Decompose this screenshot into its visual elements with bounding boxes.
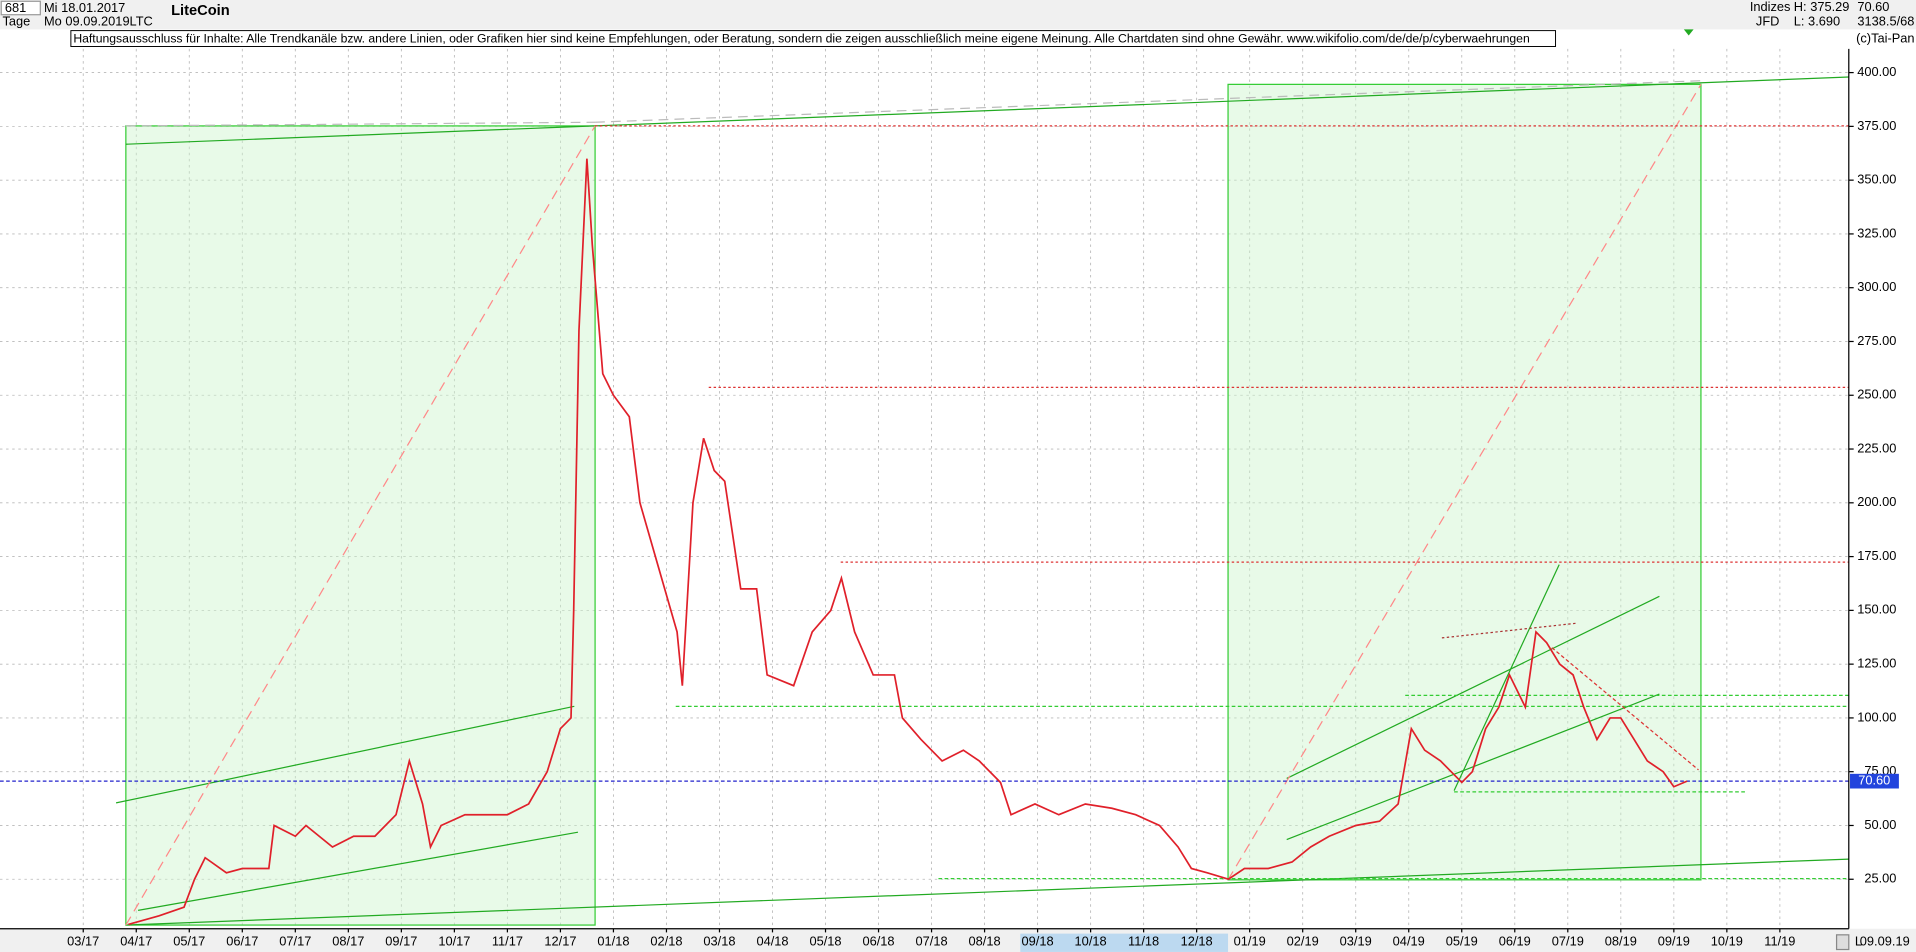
last-price-tag: [1850, 773, 1899, 789]
plot: [0, 158, 1849, 926]
x-tick-label: 12/17: [544, 934, 576, 949]
broker: JFD: [1756, 13, 1780, 28]
x-tick-label: 08/19: [1605, 934, 1637, 949]
group: Indizes: [1750, 0, 1791, 14]
x-tick-label: 10/17: [438, 934, 470, 949]
bars-count: 681: [5, 0, 26, 15]
marker: [1683, 29, 1694, 36]
x-tick-label: 07/18: [915, 934, 947, 949]
x-tick-label: 06/19: [1499, 934, 1531, 949]
x-tick-label: 09/17: [385, 934, 417, 949]
x-tick-label: 11/19: [1764, 934, 1795, 949]
period[interactable]: Tage: [2, 13, 30, 28]
x-tick-label: 05/19: [1446, 934, 1478, 949]
y-tick-label: 250.00: [1857, 387, 1896, 402]
x-tick-label: 02/18: [650, 934, 682, 949]
y-tick-label: 350.00: [1857, 172, 1896, 187]
y-tick-label: 175.00: [1857, 548, 1896, 563]
x-tick-label: 10/19: [1711, 934, 1743, 949]
low: L: 3.690: [1794, 13, 1840, 28]
x-tick-label: 03/17: [67, 934, 99, 949]
trend-line: [125, 858, 1849, 926]
y-tick-label: 325.00: [1857, 225, 1896, 240]
y-tick-label: 100.00: [1857, 709, 1896, 724]
x-tick-label: 12/18: [1181, 934, 1213, 949]
fan-line: [125, 125, 596, 926]
fan-line: [1227, 84, 1702, 881]
trend-line: [137, 831, 579, 912]
x-tick-label: 03/19: [1340, 934, 1372, 949]
chart-title: LiteCoin: [171, 3, 230, 19]
y-tick-label: 225.00: [1857, 440, 1896, 455]
trend-line: [1551, 647, 1699, 771]
trend-line: [1286, 595, 1660, 779]
x-tick-label: 02/19: [1287, 934, 1319, 949]
axis-labels: 25.0050.0075.00100.00125.00150.00175.002…: [67, 64, 1899, 949]
x-tick-label: 01/19: [1234, 934, 1266, 949]
x-tick-label: 06/17: [226, 934, 258, 949]
date-from: Mi 18.01.2017: [44, 0, 125, 15]
trend-line: [1441, 622, 1577, 639]
x-tick-label: 10/18: [1075, 934, 1107, 949]
y-tick-label: 400.00: [1857, 64, 1896, 79]
x-tick-label: 04/19: [1393, 934, 1425, 949]
end-date: 09.09.19: [1860, 934, 1910, 949]
disclaimer: Haftungsausschluss für Inhalte: Alle Tre…: [73, 31, 1529, 45]
y-tick-label: 150.00: [1857, 602, 1896, 617]
x-tick-label: 07/19: [1552, 934, 1584, 949]
x-tick-label: 03/18: [703, 934, 735, 949]
x-tick-label: 09/18: [1022, 934, 1054, 949]
y-tick-label: 125.00: [1857, 656, 1896, 671]
y-tick-label: 300.00: [1857, 279, 1896, 294]
x-tick-label: 04/17: [120, 934, 152, 949]
high: H: 375.29: [1794, 0, 1850, 14]
y-tick-label: 200.00: [1857, 494, 1896, 509]
x-tick-label: 05/17: [173, 934, 205, 949]
x-tick-label: 07/17: [279, 934, 311, 949]
y-tick-label: 50.00: [1864, 817, 1896, 832]
header-bar: [0, 0, 1916, 30]
copyright: (c)Tai-Pan: [1856, 31, 1914, 46]
x-axis-bar: [0, 928, 1916, 952]
y-tick-label: 375.00: [1857, 118, 1896, 133]
x-tick-label: 08/17: [332, 934, 364, 949]
fan-line: [595, 80, 1701, 123]
scroll[interactable]: [1835, 934, 1850, 951]
last: 70.60: [1857, 0, 1889, 14]
disclaimer-box: [70, 30, 1557, 47]
price-line: [128, 158, 1688, 926]
info: 3138.5/68: [1857, 13, 1914, 28]
bars-box[interactable]: [0, 0, 41, 16]
x-tick-label: 11/17: [492, 934, 523, 949]
trend-line: [115, 705, 575, 804]
trend-line: [1453, 564, 1560, 791]
symbol: LTC: [130, 13, 153, 28]
x-tick-label: 06/18: [862, 934, 894, 949]
x-tick-label: 04/18: [756, 934, 788, 949]
drawings: [115, 76, 1849, 926]
x-tick-label: 08/18: [969, 934, 1001, 949]
trend-line: [595, 76, 1849, 127]
trend-line: [125, 125, 596, 145]
x-tick-label: 11/18: [1128, 934, 1159, 949]
x-tick-label: 09/19: [1658, 934, 1690, 949]
date-to: Mo 09.09.2019: [44, 13, 130, 28]
scale-mode[interactable]: L: [1855, 934, 1862, 949]
y-tick-label: 25.00: [1864, 871, 1896, 886]
last-price-label: 70.60: [1858, 773, 1890, 788]
x-tick-label: 05/18: [809, 934, 841, 949]
selection: [1020, 933, 1229, 952]
y-tick-label: 275.00: [1857, 333, 1896, 348]
x-tick-label: 01/18: [597, 934, 629, 949]
